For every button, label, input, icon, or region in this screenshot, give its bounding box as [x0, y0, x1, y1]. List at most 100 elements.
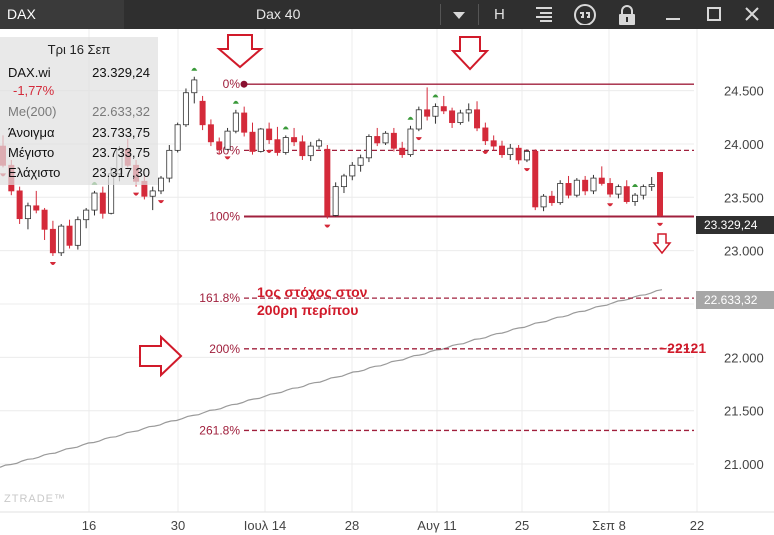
candle-body: [299, 141, 306, 157]
candle-body: [99, 192, 106, 214]
info-row-high: Μέγιστο 23.733,75: [8, 145, 154, 163]
candle: [299, 135, 306, 160]
candle-body: [149, 190, 156, 197]
fractal-down-icon: [133, 192, 140, 196]
candle-body: [232, 112, 239, 132]
candle-body: [316, 140, 323, 147]
indicators-icon[interactable]: [533, 4, 555, 25]
candle-body: [432, 106, 439, 117]
x-tick-label: Σεπ 8: [592, 518, 626, 533]
candle-body: [74, 219, 81, 246]
minimize-icon[interactable]: [663, 4, 683, 25]
x-tick-label: 30: [171, 518, 185, 533]
fractal-markers: [0, 67, 663, 265]
h-line-tool-icon[interactable]: H: [494, 6, 505, 23]
candle-body: [257, 128, 264, 152]
candle-body: [440, 106, 447, 112]
candle: [532, 149, 539, 211]
candle-body: [83, 209, 90, 221]
candle: [382, 131, 389, 146]
candle-body: [182, 92, 189, 126]
comment-icon[interactable]: [573, 4, 597, 25]
info-high-label: Μέγιστο: [8, 145, 55, 160]
candle-body: [465, 109, 472, 114]
fractal-down-icon: [482, 151, 489, 155]
candle: [474, 101, 481, 132]
candle: [274, 126, 281, 156]
candle: [457, 109, 464, 125]
candle-body: [41, 209, 48, 230]
info-row-low: Ελάχιστο 23.317,30: [8, 165, 154, 183]
info-change: -1,77%: [13, 83, 55, 98]
candle-body: [648, 184, 655, 188]
candle: [490, 135, 497, 151]
info-high-value: 23.733,75: [92, 145, 150, 160]
price-axis[interactable]: 21.00021.50022.00022.50023.00023.50024.0…: [724, 84, 764, 472]
fib-label: 261.8%: [199, 423, 240, 437]
candle-body: [199, 100, 206, 126]
watermark: ZTRADE™: [4, 493, 66, 505]
candle-body: [274, 139, 281, 153]
fractal-down-icon: [224, 156, 231, 160]
candle-body: [498, 145, 505, 156]
lock-icon[interactable]: [617, 4, 637, 25]
candle: [498, 140, 505, 158]
ohlc-info-panel: Τρι 16 Σεπ DAX.wi 23.329,24 -1,77% Me(20…: [0, 37, 158, 185]
candle: [249, 122, 256, 155]
symbol-tab[interactable]: DAX: [0, 0, 124, 29]
candle: [349, 162, 356, 181]
maximize-icon[interactable]: [704, 4, 724, 25]
x-tick-label: 28: [345, 518, 359, 533]
toolbar-separator: [478, 4, 479, 25]
candle: [340, 173, 347, 194]
candle: [282, 135, 289, 155]
info-row-change: -1,77%: [8, 83, 154, 101]
candle-body: [266, 128, 273, 141]
candle: [374, 127, 381, 147]
candle-body: [424, 109, 431, 117]
candle: [573, 178, 580, 198]
arrow-down-icon: [450, 36, 490, 71]
candle: [390, 127, 397, 152]
candle: [440, 95, 447, 115]
candle: [99, 186, 106, 219]
candle: [182, 88, 189, 127]
instrument-title[interactable]: Dax 40: [256, 6, 301, 22]
candle: [582, 175, 589, 196]
candle: [557, 180, 564, 205]
candle: [548, 190, 555, 206]
candle-body: [623, 186, 630, 202]
candle: [357, 154, 364, 172]
close-icon[interactable]: [742, 4, 762, 25]
candle-body: [49, 228, 56, 254]
candle: [91, 190, 98, 216]
candle-body: [365, 136, 372, 159]
candle: [565, 175, 572, 199]
fractal-down-icon: [607, 203, 614, 207]
candle-body: [598, 177, 605, 184]
annotation-level-target: ~22121: [659, 340, 707, 356]
candle-body: [216, 141, 223, 150]
candle: [266, 122, 273, 144]
y-tick-label: 23.000: [724, 244, 764, 259]
dropdown-caret-icon[interactable]: [451, 4, 467, 25]
candle: [540, 194, 547, 212]
candle-body: [340, 175, 347, 188]
candle: [407, 125, 414, 157]
candle-body: [523, 151, 530, 161]
candle-body: [66, 225, 73, 246]
candle: [640, 184, 647, 200]
candle: [158, 175, 165, 195]
candle-body: [166, 149, 173, 179]
time-axis[interactable]: 16 30 Ιουλ 14 28 Αυγ 11 25 Σεπ 8 22: [0, 511, 774, 533]
info-row-symbol: DAX.wi 23.329,24: [8, 65, 154, 83]
candle-body: [507, 147, 514, 156]
candle: [216, 137, 223, 155]
drawn-arrows: [139, 34, 672, 378]
window-toolbar: DAX Dax 40 H: [0, 0, 774, 29]
candle-body: [482, 127, 489, 142]
candle-body: [357, 157, 364, 166]
candle: [515, 145, 522, 165]
info-row-open: Άνοιγμα 23.733,75: [8, 125, 154, 143]
candle-body: [590, 177, 597, 192]
